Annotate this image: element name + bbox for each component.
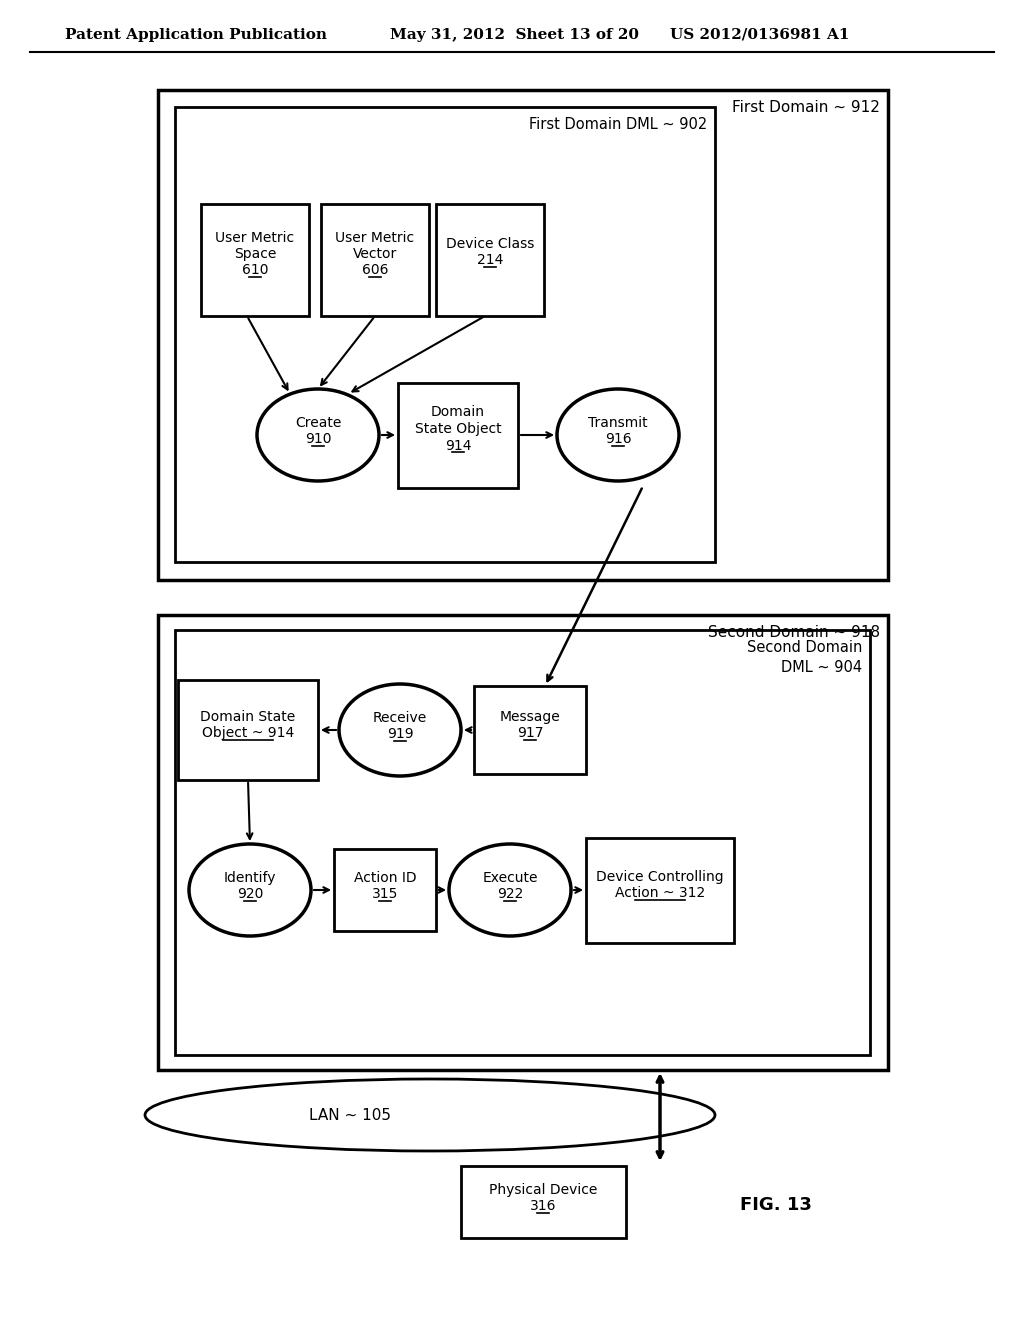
Text: Patent Application Publication: Patent Application Publication [65,28,327,42]
Text: Second Domain ~ 918: Second Domain ~ 918 [708,624,880,640]
Text: 214: 214 [477,253,503,267]
Text: 920: 920 [237,887,263,902]
FancyBboxPatch shape [201,205,309,315]
Text: First Domain DML ~ 902: First Domain DML ~ 902 [528,117,707,132]
Text: First Domain ~ 912: First Domain ~ 912 [732,100,880,115]
FancyBboxPatch shape [398,383,518,487]
FancyBboxPatch shape [175,630,870,1055]
FancyBboxPatch shape [436,205,544,315]
Text: Second Domain: Second Domain [746,640,862,655]
Text: May 31, 2012  Sheet 13 of 20: May 31, 2012 Sheet 13 of 20 [390,28,639,42]
Text: Receive: Receive [373,710,427,725]
FancyBboxPatch shape [474,686,586,774]
Ellipse shape [257,389,379,480]
Text: Action ~ 312: Action ~ 312 [614,886,706,900]
Text: User Metric: User Metric [336,231,415,244]
Text: 610: 610 [242,264,268,277]
FancyBboxPatch shape [586,837,734,942]
Ellipse shape [145,1078,715,1151]
Text: 315: 315 [372,887,398,902]
Text: Create: Create [295,416,341,430]
Text: Space: Space [233,247,276,261]
Text: 917: 917 [517,726,544,741]
Text: Domain: Domain [431,405,485,420]
Text: User Metric: User Metric [215,231,295,244]
FancyBboxPatch shape [175,107,715,562]
Text: LAN ~ 105: LAN ~ 105 [309,1107,391,1122]
Text: Object ~ 914: Object ~ 914 [202,726,294,741]
Ellipse shape [449,843,571,936]
Text: US 2012/0136981 A1: US 2012/0136981 A1 [670,28,850,42]
Text: Physical Device: Physical Device [488,1183,597,1197]
FancyBboxPatch shape [158,615,888,1071]
FancyBboxPatch shape [321,205,429,315]
Text: Vector: Vector [353,247,397,261]
FancyBboxPatch shape [158,90,888,579]
Text: 606: 606 [361,264,388,277]
Text: State Object: State Object [415,422,502,436]
Text: Domain State: Domain State [201,710,296,723]
Text: DML ~ 904: DML ~ 904 [781,660,862,675]
Text: Device Class: Device Class [445,236,535,251]
Ellipse shape [339,684,461,776]
Text: 914: 914 [444,438,471,453]
Ellipse shape [189,843,311,936]
Text: Execute: Execute [482,871,538,884]
Text: Transmit: Transmit [588,416,648,430]
Text: 910: 910 [305,432,331,446]
FancyBboxPatch shape [178,680,318,780]
Text: Message: Message [500,710,560,723]
Text: 922: 922 [497,887,523,902]
Text: 316: 316 [529,1200,556,1213]
Text: 916: 916 [605,432,632,446]
Text: FIG. 13: FIG. 13 [740,1196,812,1214]
Ellipse shape [557,389,679,480]
Text: Device Controlling: Device Controlling [596,870,724,884]
Text: Action ID: Action ID [353,871,417,884]
FancyBboxPatch shape [334,849,436,931]
Text: 919: 919 [387,727,414,742]
FancyBboxPatch shape [461,1166,626,1238]
Text: Identify: Identify [224,871,276,884]
